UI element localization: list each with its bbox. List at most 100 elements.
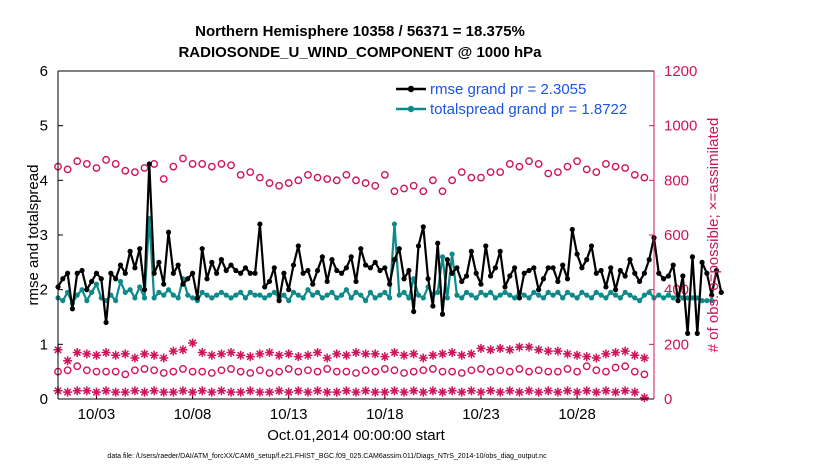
obs_assimilated_lower-point	[582, 386, 592, 396]
rmse-point	[435, 240, 441, 246]
legend-spread-label: totalspread grand pr = 1.8722	[430, 101, 627, 118]
rmse-point	[661, 276, 667, 282]
obs_possible_lower-point	[505, 367, 514, 376]
obs_assimilated_upper-point	[534, 345, 544, 355]
rmse-point	[343, 265, 349, 271]
obs_assimilated_upper-point	[341, 350, 351, 360]
obs_assimilated_upper-point	[438, 349, 448, 359]
totalspread-point	[545, 289, 551, 295]
obs_possible_lower-point	[553, 367, 562, 376]
obs_assimilated_lower-point	[226, 387, 236, 397]
x-tick-label: 10/03	[78, 406, 116, 423]
obs_assimilated_lower-point	[351, 387, 361, 397]
obs_possible_lower-point	[573, 367, 581, 376]
obs_assimilated_upper-point	[130, 353, 140, 363]
obs_assimilated_upper-point	[82, 349, 92, 359]
totalspread-point	[74, 292, 80, 298]
rmse-point	[257, 221, 263, 227]
obs_assimilated_lower-point	[188, 387, 198, 397]
rmse-point	[406, 267, 412, 274]
y2-tick-label: 1200	[664, 63, 697, 80]
totalspread-point	[396, 292, 402, 298]
rmse-point	[228, 262, 234, 268]
totalspread-point	[295, 292, 301, 298]
rmse-point	[536, 287, 542, 293]
totalspread-point	[137, 284, 143, 290]
rmse-point	[478, 281, 484, 287]
obs_possible_lower-point	[515, 365, 524, 373]
obs_assimilated_lower-point	[409, 386, 419, 396]
obs_possible_lower-point	[169, 367, 178, 376]
obs_possible_lower-point	[438, 367, 447, 376]
legend: rmse grand pr = 2.3055 totalspread grand…	[391, 78, 652, 121]
obs_possible_upper-point	[227, 161, 235, 170]
totalspread-point	[305, 287, 311, 293]
totalspread-point	[165, 287, 172, 293]
totalspread-point	[329, 289, 335, 295]
rmse-point	[487, 273, 494, 279]
totalspread-point	[555, 289, 561, 295]
x-tick-label: 10/23	[462, 406, 500, 423]
rmse-point	[579, 265, 585, 271]
obs_assimilated_upper-point	[284, 349, 294, 359]
obs_assimilated_lower-point	[486, 386, 496, 396]
obs_assimilated_upper-point	[72, 348, 82, 358]
obs_assimilated_upper-point	[620, 346, 630, 356]
totalspread-point	[387, 295, 393, 301]
y2-tick-label: 200	[664, 336, 689, 353]
obs_possible_upper-point	[284, 179, 293, 187]
totalspread-point	[564, 289, 571, 295]
rmse-point	[391, 257, 398, 263]
obs_possible_upper-point	[246, 168, 255, 177]
totalspread-point	[358, 292, 364, 298]
obs_assimilated_upper-point	[101, 348, 111, 358]
obs_possible_upper-point	[294, 176, 303, 185]
totalspread-point	[343, 287, 349, 293]
obs_assimilated_lower-point	[140, 387, 150, 397]
totalspread-point	[367, 289, 374, 295]
obs_possible_upper-point	[102, 155, 110, 164]
y-axis-ticks: 0 1 2 3 4 5 6	[40, 63, 63, 408]
totalspread-point	[266, 292, 273, 298]
obs_possible_upper-point	[438, 187, 447, 196]
totalspread-point	[324, 292, 330, 298]
rmse-point	[603, 284, 609, 290]
totalspread-point	[247, 289, 253, 295]
rmse-point	[670, 262, 676, 268]
totalspread-point	[444, 295, 450, 301]
rmse-point	[161, 281, 167, 287]
totalspread-point	[338, 292, 345, 298]
obs_possible_upper-point	[505, 160, 514, 168]
obs_possible_lower-point	[82, 366, 91, 375]
obs_assimilated_lower-point	[639, 393, 649, 403]
rmse-point	[507, 273, 513, 279]
obs_assimilated_upper-point	[188, 338, 198, 348]
obs_possible_upper-point	[121, 166, 130, 175]
obs_possible_upper-point	[457, 168, 466, 177]
totalspread-point	[689, 295, 696, 301]
totalspread-point	[641, 292, 647, 298]
totalspread-point	[497, 292, 503, 298]
totalspread-point	[151, 295, 157, 301]
totalspread-point	[507, 292, 513, 298]
rmse-point	[372, 259, 378, 265]
obs_possible_upper-point	[342, 170, 351, 179]
obs_assimilated_upper-point	[476, 343, 486, 353]
obs_assimilated_lower-point	[284, 387, 294, 397]
totalspread-point	[391, 221, 398, 227]
obs_assimilated_upper-point	[572, 350, 582, 360]
obs_possible_upper-point	[419, 187, 428, 196]
obs_assimilated_lower-point	[111, 387, 121, 397]
obs_assimilated_upper-point	[120, 349, 130, 359]
totalspread-point	[584, 292, 590, 298]
obs_assimilated_upper-point	[591, 353, 601, 363]
obs_assimilated_upper-point	[91, 350, 101, 360]
rmse-point	[377, 267, 383, 274]
rmse-point	[175, 262, 181, 268]
totalspread-point	[550, 292, 556, 298]
obs_assimilated_upper-point	[159, 353, 169, 363]
obs_assimilated_lower-point	[601, 386, 611, 396]
totalspread-point	[603, 295, 609, 301]
rmse-point	[425, 276, 431, 282]
obs_assimilated_lower-point	[236, 387, 246, 397]
